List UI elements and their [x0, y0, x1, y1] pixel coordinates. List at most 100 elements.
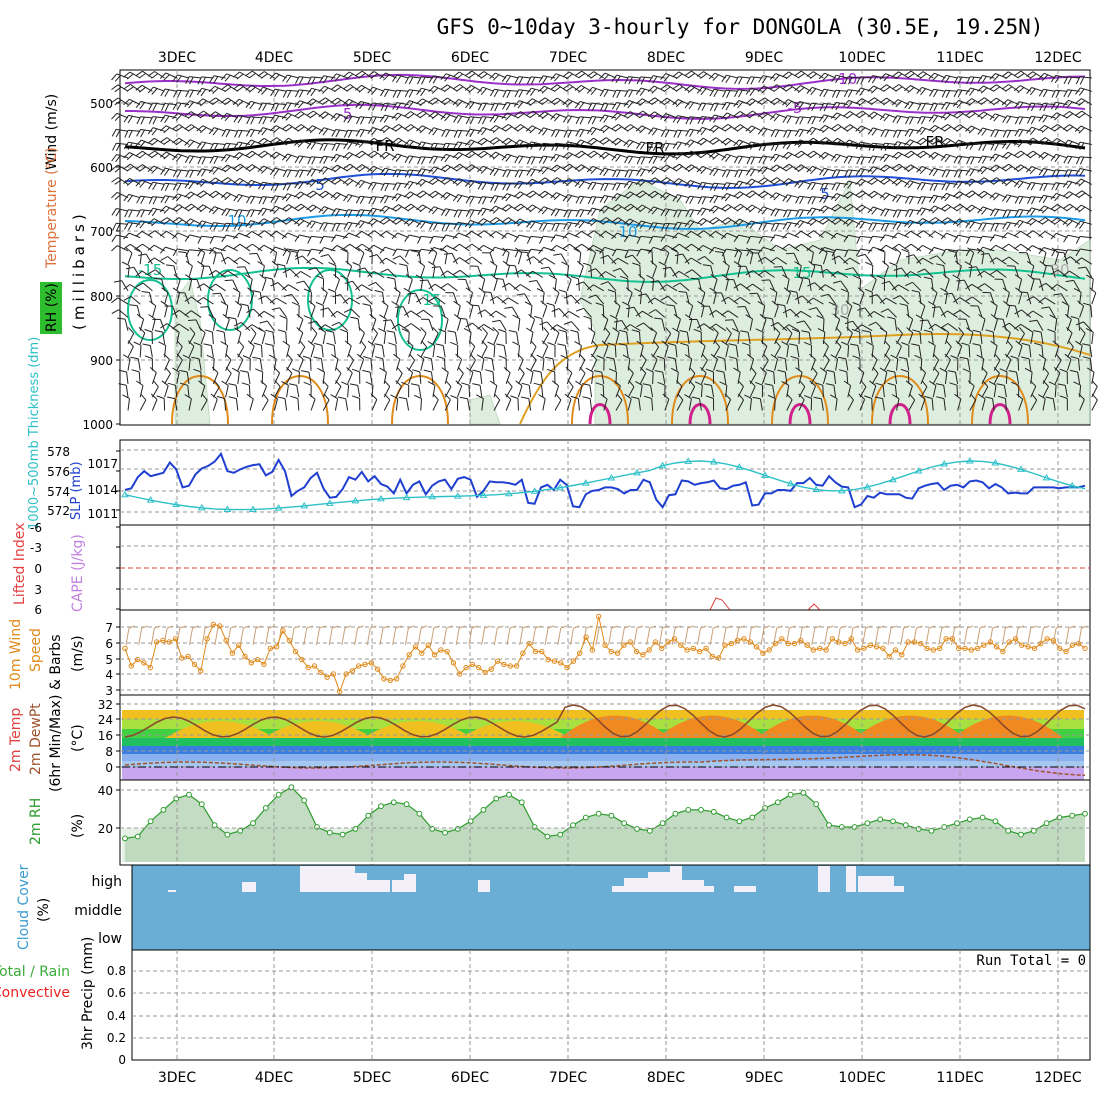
- wind-barb-flag: [404, 89, 410, 98]
- wind-barb-flag: [857, 307, 866, 311]
- wind-barb-flag: [721, 123, 729, 130]
- wind-barb-flag: [760, 340, 768, 347]
- wind-barb-flag: [435, 343, 444, 346]
- wind-barb-flag: [848, 170, 853, 178]
- wind-barb-flag: [940, 123, 948, 130]
- wind-barb: [737, 386, 744, 398]
- wind-barb-flag: [268, 354, 277, 360]
- wind-barb: [703, 137, 714, 145]
- wind-barb-flag: [953, 76, 959, 85]
- wind-barb-flag: [650, 260, 657, 267]
- wind-barb-flag: [139, 221, 146, 229]
- wind-barb: [811, 102, 824, 106]
- wind-barb-flag: [733, 180, 740, 188]
- wind-barb-flag: [395, 75, 402, 83]
- wind-barb-flag: [757, 177, 765, 183]
- wind-barb: [1017, 358, 1020, 371]
- wind-barb-flag: [445, 380, 452, 388]
- wind-barb-flag: [907, 221, 914, 229]
- wind-barb: [446, 73, 458, 79]
- wind-barb: [702, 86, 714, 92]
- wind-barb-flag: [127, 195, 133, 203]
- wind-barb-flag: [591, 340, 598, 348]
- wind-barb-flag: [485, 369, 494, 373]
- wind-barb-flag: [627, 220, 634, 227]
- wind-barb-flag: [713, 103, 719, 112]
- wind-barb: [749, 318, 753, 331]
- wind-barb-flag: [904, 196, 910, 204]
- wind-barb-flag: [608, 368, 617, 373]
- wind-barb-flag: [477, 116, 483, 124]
- wind-barb-flag: [993, 155, 1000, 162]
- wind-barb-flag: [379, 314, 387, 320]
- wind-barb-flag: [261, 208, 268, 216]
- wind-barb: [894, 318, 898, 331]
- wind-barb-flag: [282, 89, 288, 98]
- wind-barb-flag: [494, 183, 499, 192]
- wind-barb: [200, 399, 208, 411]
- wind-barb: [213, 247, 226, 252]
- wind-barb-flag: [1042, 115, 1048, 123]
- wind-barb-flag: [685, 196, 690, 204]
- wind-barb: [996, 177, 1007, 185]
- wind-barb-flag: [150, 393, 158, 400]
- wind-barb-flag: [782, 99, 789, 106]
- wind-barb-flag: [1041, 139, 1049, 145]
- wind-barb-flag: [737, 156, 743, 164]
- wind-barb-flag: [358, 152, 366, 159]
- wind-barb: [311, 76, 324, 79]
- wind-barb-flag: [944, 219, 952, 226]
- wind-barb: [740, 283, 751, 292]
- wind-barb-flag: [858, 180, 866, 187]
- wind-barb: [398, 323, 409, 332]
- wind-barb: [186, 371, 190, 384]
- wind-barb-flag: [221, 380, 229, 386]
- wind-barb-flag: [696, 323, 705, 329]
- wind-barb: [886, 97, 897, 106]
- wind-barb-flag: [676, 116, 682, 124]
- wind-barb-flag: [285, 139, 293, 146]
- wind-barb: [275, 72, 287, 79]
- wind-barb: [558, 308, 568, 318]
- wind-barb-flag: [465, 150, 473, 157]
- wind-barb-flag: [514, 89, 520, 98]
- wind-barb-flag: [301, 370, 309, 373]
- wind-barb-flag: [225, 143, 231, 152]
- wind-barb-flag: [867, 206, 874, 214]
- wind-barb-flag: [395, 194, 402, 202]
- wind-barb: [591, 359, 598, 371]
- wind-barb-flag: [693, 328, 702, 333]
- wind-barb: [698, 278, 702, 291]
- wind-barb: [272, 332, 275, 345]
- wind-barb-flag: [154, 330, 163, 333]
- wind-barb: [410, 191, 422, 199]
- wind-barb: [970, 87, 983, 92]
- wind-barb-flag: [432, 222, 438, 231]
- wind-barb-flag: [492, 219, 500, 225]
- wind-barb-flag: [957, 89, 963, 98]
- wind-barb-flag: [673, 313, 681, 320]
- wind-barb-flag: [525, 270, 533, 277]
- wind-barb-flag: [989, 192, 996, 199]
- wind-barb-flag: [945, 183, 951, 191]
- wind-barb: [603, 398, 608, 411]
- wind-barb-flag: [1038, 89, 1044, 97]
- wind-barb: [1006, 141, 1019, 145]
- wind-barb: [1007, 151, 1019, 159]
- wind-barb: [184, 292, 190, 305]
- wind-barb-flag: [680, 342, 689, 346]
- wind-barb-flag: [514, 76, 520, 84]
- wind-barb-flag: [1006, 340, 1013, 348]
- wind-barb-flag: [574, 164, 582, 170]
- wind-barb: [688, 386, 696, 398]
- wind-barb-flag: [724, 114, 732, 121]
- wind-barb-flag: [237, 142, 243, 150]
- wind-barb-flag: [959, 356, 968, 360]
- wind-barb: [421, 220, 434, 225]
- wind-barb-flag: [269, 246, 276, 254]
- wind-barb: [872, 222, 885, 225]
- cool-contour: [127, 279, 173, 341]
- wind-barb: [799, 209, 812, 212]
- wind-barb-flag: [477, 244, 484, 251]
- wind-barb-flag: [1034, 342, 1043, 346]
